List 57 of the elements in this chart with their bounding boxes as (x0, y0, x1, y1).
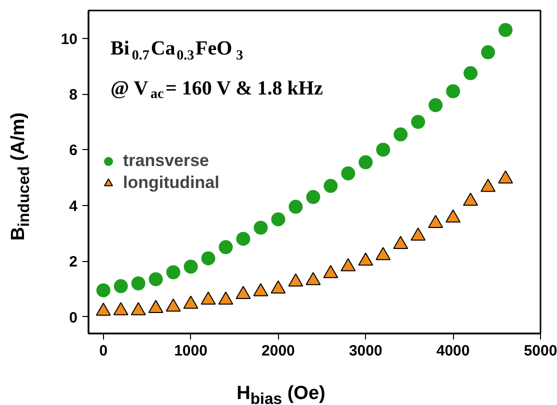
x-tick-label: 1000 (174, 342, 208, 360)
point (446, 84, 460, 98)
y-tick-label: 6 (69, 142, 78, 160)
point (464, 66, 478, 80)
point (236, 232, 250, 246)
point (393, 236, 408, 249)
x-tick-label: 5000 (524, 342, 557, 360)
point (446, 209, 461, 222)
x-axis-title: H$_{bias}$ (Oe) (236, 382, 326, 405)
point (96, 302, 111, 316)
point (218, 240, 233, 254)
legend-label: transverse (123, 150, 210, 170)
point (358, 155, 373, 170)
point (253, 283, 268, 296)
point (218, 292, 234, 305)
point (201, 251, 216, 266)
point (236, 286, 251, 300)
point (306, 272, 321, 286)
y-tick-label: 10 (60, 30, 78, 48)
point (498, 23, 513, 37)
point (428, 214, 444, 228)
point (306, 190, 320, 204)
x-tick-label: 2000 (262, 342, 295, 360)
point (411, 114, 426, 129)
point (270, 280, 286, 294)
point (358, 252, 374, 266)
point (113, 302, 128, 316)
point (394, 127, 408, 142)
point (200, 292, 216, 305)
point (428, 98, 443, 112)
x-tick-label: 4000 (436, 342, 470, 360)
point (376, 142, 390, 157)
point (166, 298, 181, 312)
y-tick-label: 4 (69, 198, 78, 215)
y-tick-label: 0 (69, 309, 78, 326)
point (376, 246, 391, 260)
x-tick-label: 0 (99, 342, 108, 360)
point (463, 192, 478, 206)
point (288, 273, 304, 287)
legend-label: longitudinal (123, 172, 220, 192)
point (498, 170, 514, 184)
point (271, 212, 286, 226)
y-tick-label: 8 (69, 86, 78, 104)
point (323, 265, 338, 278)
point (130, 302, 146, 316)
point (148, 300, 164, 313)
x-tick-label: 3000 (348, 342, 382, 360)
point (481, 45, 496, 60)
point (341, 166, 356, 180)
point (254, 220, 268, 235)
point (324, 178, 338, 193)
point (410, 227, 426, 241)
point (183, 296, 198, 309)
y-tick-label: 2 (69, 254, 78, 271)
point (480, 178, 496, 192)
point (340, 258, 356, 272)
point (288, 200, 303, 214)
